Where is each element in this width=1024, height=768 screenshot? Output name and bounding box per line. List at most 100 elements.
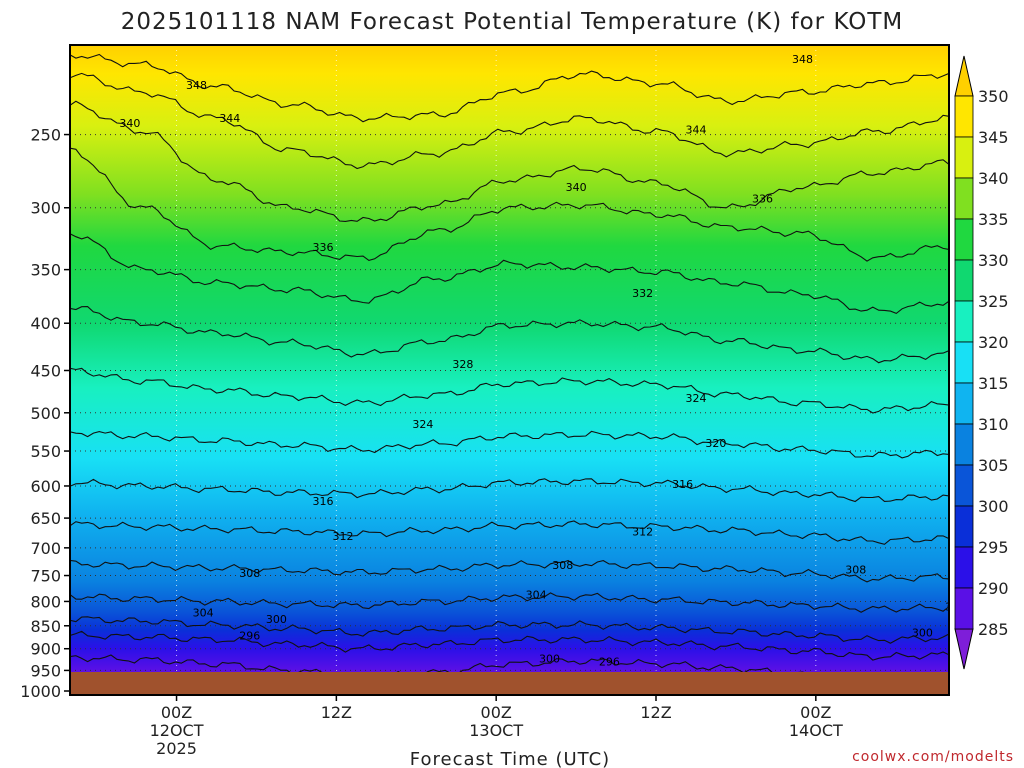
isentrope-344 [70, 72, 949, 170]
isentrope-312 [70, 520, 949, 545]
contour-label: 340 [566, 181, 587, 194]
chart-title: 2025101118 NAM Forecast Potential Temper… [121, 9, 904, 35]
contour-label: 304 [526, 588, 547, 601]
x-tick-label: 14OCT [789, 721, 843, 740]
contour-label: 332 [632, 287, 653, 300]
x-axis-label: Forecast Time (UTC) [410, 749, 610, 768]
colorbar-label: 295 [978, 538, 1009, 557]
x-tick-label: 12OCT [150, 721, 204, 740]
contour-label: 324 [1012, 399, 1024, 412]
theta-field [70, 45, 949, 695]
contour-label: 348 [186, 79, 207, 92]
y-tick-label: 600 [30, 477, 61, 496]
contour-label: 348 [792, 53, 813, 66]
ground-surface [70, 672, 949, 695]
colorbar-label: 320 [978, 333, 1009, 352]
colorbar-label: 330 [978, 251, 1009, 270]
colorbar-segment [954, 505, 974, 548]
contour-label: 336 [752, 192, 773, 205]
y-tick-label: 800 [30, 592, 61, 611]
contour-label: 312 [632, 525, 653, 538]
colorbar-segment [954, 177, 974, 220]
x-tick-label: 13OCT [469, 721, 523, 740]
contour-label: 304 [193, 606, 214, 619]
y-tick-label: 400 [30, 314, 61, 333]
y-tick-label: 750 [30, 567, 61, 586]
plot-area: 3483483443403403443403363363363323323283… [70, 45, 1024, 695]
isentrope-332 [70, 233, 949, 315]
y-tick-label: 300 [30, 199, 61, 218]
colorbar-label: 335 [978, 210, 1009, 229]
colorbar-segment [954, 218, 974, 261]
contour-label: 328 [452, 358, 473, 371]
x-tick-label: 2025 [156, 739, 197, 758]
x-tick-label: 00Z [161, 703, 192, 722]
y-tick-label: 900 [30, 640, 61, 659]
contour-labels: 3483483443403403443403363363363323323283… [119, 53, 1024, 690]
contour-label: 312 [333, 530, 354, 543]
colorbar-label: 285 [978, 620, 1009, 639]
isentrope-340 [70, 100, 949, 222]
colorbar-segment [954, 587, 974, 630]
y-tick-label: 850 [30, 617, 61, 636]
colorbar-segment [954, 382, 974, 425]
contour-label: 296 [239, 630, 260, 643]
colorbar-segment [954, 259, 974, 302]
isentrope-296 [70, 630, 949, 661]
y-tick-label: 250 [30, 126, 61, 145]
colorbar-segment [954, 464, 974, 507]
contour-label: 308 [239, 567, 260, 580]
colorbar-label: 340 [978, 169, 1009, 188]
y-tick-label: 700 [30, 539, 61, 558]
colorbar-label: 310 [978, 415, 1009, 434]
contour-label: 308 [552, 559, 573, 572]
colorbar-label: 305 [978, 456, 1009, 475]
y-tick-label: 650 [30, 509, 61, 528]
credit-text: coolwx.com/modelts [852, 749, 1014, 765]
y-tick-label: 450 [30, 361, 61, 380]
y-tick-label: 950 [30, 661, 61, 680]
colorbar-segment [954, 341, 974, 384]
grid [70, 45, 949, 695]
contour-label: 316 [313, 495, 334, 508]
colorbar-label: 325 [978, 292, 1009, 311]
y-tick-label: 1000 [20, 682, 61, 701]
colorbar-segment [954, 136, 974, 179]
contour-label: 344 [219, 112, 240, 125]
contour-label: 324 [412, 418, 433, 431]
contour-label: 304 [945, 600, 966, 613]
x-tick-label: 00Z [481, 703, 512, 722]
colorbar-segment [954, 423, 974, 466]
colorbar-label: 345 [978, 128, 1009, 147]
colorbar-segment [954, 95, 974, 138]
contour-label: 300 [912, 626, 933, 639]
isentrope-348 [70, 53, 949, 123]
contour-label: 308 [845, 564, 866, 577]
contour-label: 288 [978, 677, 999, 690]
y-tick-label: 500 [30, 404, 61, 423]
isentrope-320 [70, 430, 949, 459]
contour-label: 324 [685, 392, 706, 405]
colorbar: 350 345 340 335 330 325 320 315 310 305 300 295 290 2… [954, 55, 1009, 670]
colorbar-segment [954, 300, 974, 343]
colorbar-label: 350 [978, 87, 1009, 106]
colorbar-label: 300 [978, 497, 1009, 516]
colorbar-label: 315 [978, 374, 1009, 393]
contour-label: 296 [599, 655, 620, 668]
y-axis: 250 300 350 400 450 500 550 600 650 700 750 800 850 9… [20, 126, 70, 701]
contour-label: 300 [266, 613, 287, 626]
colorbar-bottom-arrow [954, 628, 974, 670]
colorbar-top-arrow [954, 55, 974, 97]
y-tick-label: 550 [30, 442, 61, 461]
colorbar-segment [954, 546, 974, 589]
y-tick-label: 350 [30, 261, 61, 280]
contour-label: 316 [672, 478, 693, 491]
x-tick-label: 00Z [800, 703, 831, 722]
x-tick-label: 12Z [640, 703, 671, 722]
x-tick-label: 12Z [321, 703, 352, 722]
contour-label: 340 [119, 117, 140, 130]
contour-label: 340 [1012, 135, 1024, 148]
isentrope-328 [70, 306, 949, 364]
